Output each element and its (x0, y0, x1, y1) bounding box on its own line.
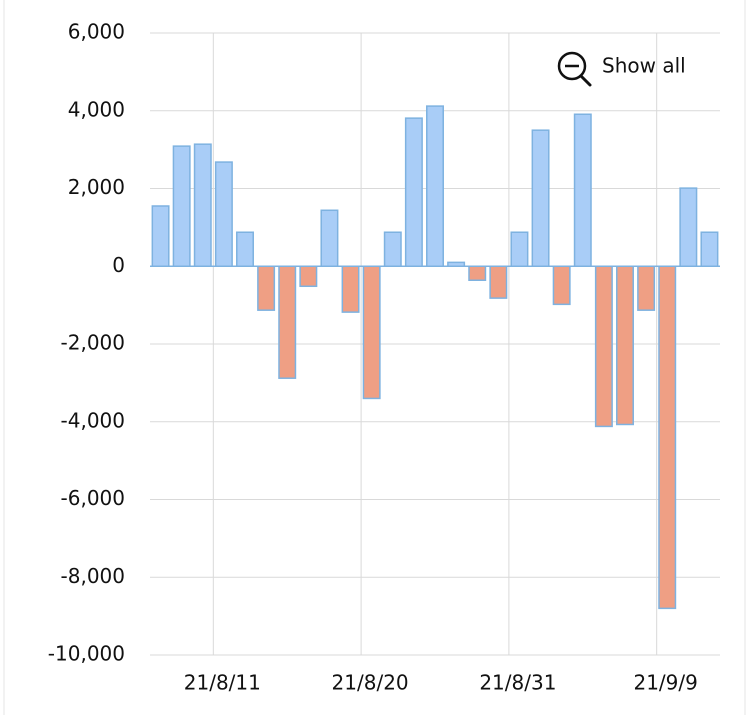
show-all-button[interactable]: Show all (557, 51, 686, 87)
bar (151, 205, 170, 267)
bar (193, 143, 212, 267)
bar (362, 265, 381, 400)
zoom-icon (579, 74, 592, 87)
show-all-label[interactable]: Show all (602, 54, 686, 78)
bar (320, 209, 339, 268)
bar (637, 265, 656, 311)
x-tick-label: 21/8/20 (332, 671, 409, 695)
bar (531, 129, 550, 267)
bar (700, 231, 719, 267)
bar (552, 265, 571, 306)
bar (658, 265, 677, 610)
bar (573, 113, 592, 267)
bar (594, 265, 613, 428)
bar (468, 265, 487, 281)
bar (679, 187, 698, 267)
y-tick-label: -4,000 (61, 408, 125, 432)
y-tick-label: 6,000 (68, 20, 125, 44)
y-tick-label: 2,000 (68, 175, 125, 199)
bar (257, 265, 276, 311)
bar (404, 117, 423, 268)
y-tick-label: 0 (112, 253, 125, 277)
y-tick-label: -6,000 (61, 486, 125, 510)
bar (172, 145, 191, 267)
bar (489, 265, 508, 299)
bar (383, 231, 402, 267)
bar (278, 265, 297, 379)
bar (214, 161, 233, 267)
y-tick-label: 4,000 (68, 97, 125, 121)
bar (616, 265, 634, 426)
y-tick-label: -10,000 (48, 642, 125, 666)
x-tick-label: 21/9/9 (633, 671, 697, 695)
x-tick-label: 21/8/11 (184, 671, 261, 695)
bar (236, 231, 254, 267)
zoom-icon (557, 51, 587, 81)
x-tick-label: 21/8/31 (479, 671, 556, 695)
y-tick-label: -8,000 (61, 564, 125, 588)
y-tick-label: -2,000 (61, 331, 125, 355)
bar (510, 231, 529, 267)
bar (299, 265, 318, 288)
bar (426, 105, 444, 267)
bar (341, 265, 360, 313)
